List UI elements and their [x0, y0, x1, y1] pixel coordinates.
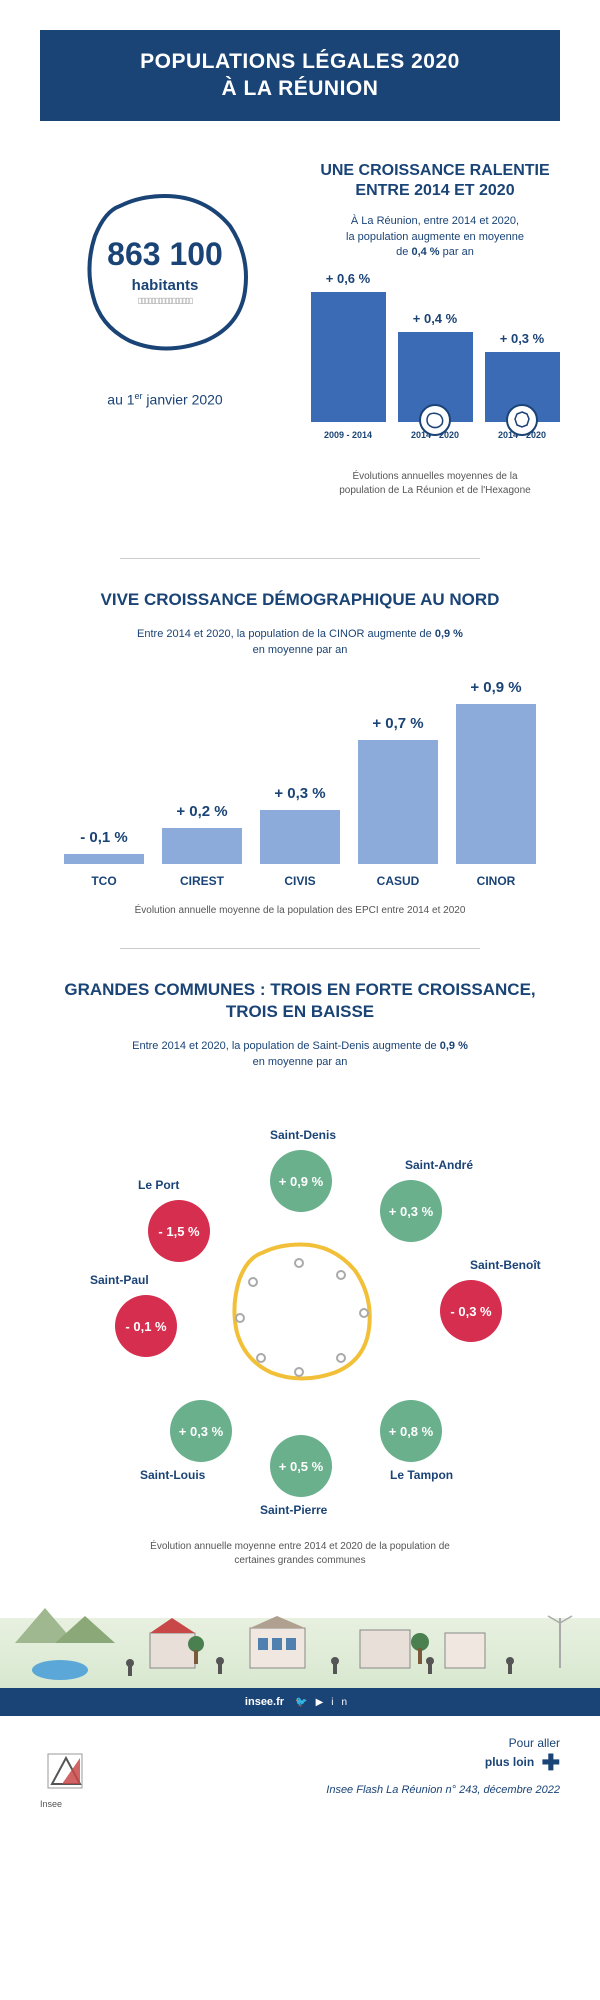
bar-value: + 0,4 % [413, 311, 457, 326]
bar-item: - 0,1 % TCO [64, 829, 144, 888]
bar-rect [358, 740, 438, 864]
commune-bubble: + 0,3 %Saint-André [380, 1180, 442, 1242]
bar-item: + 0,7 % CASUD [358, 715, 438, 888]
bar-item: + 0,3 % CIVIS [260, 785, 340, 888]
chart2-caption: Évolution annuelle moyenne de la populat… [0, 904, 600, 918]
bar-item: + 0,9 % CINOR [456, 679, 536, 888]
more-info-block: Pour aller plus loin ✚ Insee Flash La Ré… [326, 1736, 560, 1796]
insee-logo: Insee [40, 1746, 90, 1796]
reference-date: au 1er janvier 2020 [40, 391, 290, 408]
bar-rect [64, 854, 144, 864]
ring-dot-icon [359, 1308, 369, 1318]
communes-circle-diagram: + 0,9 %Saint-Denis + 0,3 %Saint-André - 0,… [60, 1100, 540, 1530]
commune-bubble: + 0,5 %Saint-Pierre [270, 1435, 332, 1497]
commune-name: Le Tampon [390, 1468, 453, 1482]
population-block: 863 100 habitants ▯▯▯▯▯▯▯▯▯▯▯▯▯▯▯▯ au 1e… [40, 161, 290, 499]
main-title-band: POPULATIONS LÉGALES 2020 À LA RÉUNION [40, 30, 560, 121]
infographic-container: POPULATIONS LÉGALES 2020 À LA RÉUNION 86… [0, 30, 600, 1826]
more-link[interactable]: Pour aller plus loin ✚ [326, 1736, 560, 1776]
linkedin-icon[interactable]: in [331, 1697, 355, 1708]
footer-illustration [0, 1588, 600, 1688]
bar-value: + 0,3 % [500, 331, 544, 346]
section1-intro: À La Réunion, entre 2014 et 2020, la pop… [310, 214, 560, 260]
section2-intro: Entre 2014 et 2020, la population de la … [60, 627, 540, 658]
bar-item: + 0,4 %2014 - 2020 [398, 311, 473, 440]
plus-icon: ✚ [542, 1750, 560, 1775]
bar-value: + 0,3 % [274, 785, 325, 802]
growth-bar-chart: + 0,6 %2009 - 2014+ 0,4 %2014 - 2020+ 0,… [310, 280, 560, 440]
bar-value: + 0,2 % [176, 803, 227, 820]
ring-dot-icon [294, 1367, 304, 1377]
twitter-icon[interactable]: 🐦 [295, 1697, 315, 1708]
youtube-icon[interactable]: ▶ [316, 1697, 332, 1708]
bar-value: + 0,6 % [326, 271, 370, 286]
bar-item: + 0,2 % CIREST [162, 803, 242, 888]
bar-item: + 0,6 % 2009 - 2014 [311, 271, 386, 440]
section2-title: VIVE CROISSANCE DÉMOGRAPHIQUE AU NORD [40, 589, 560, 611]
bar-value: - 0,1 % [80, 829, 128, 846]
bar-label: CASUD [377, 874, 420, 888]
bar-label: CIREST [180, 874, 224, 888]
final-footer: Insee Pour aller plus loin ✚ Insee Flash… [0, 1716, 600, 1826]
commune-name: Le Port [138, 1178, 179, 1192]
bar-value: + 0,7 % [372, 715, 423, 732]
growth-chart-block: UNE CROISSANCE RALENTIE ENTRE 2014 ET 20… [310, 161, 560, 499]
ring-dot-icon [336, 1270, 346, 1280]
title-line2: À LA RÉUNION [222, 77, 379, 100]
section3-title: GRANDES COMMUNES : TROIS EN FORTE CROISS… [40, 979, 560, 1023]
section3-intro: Entre 2014 et 2020, la population de Sai… [60, 1039, 540, 1070]
commune-name: Saint-Louis [140, 1468, 205, 1482]
footer-site-band: insee.fr 🐦▶in [0, 1688, 600, 1716]
commune-name: Saint-André [405, 1158, 473, 1172]
divider-1 [120, 558, 480, 559]
bar-rect [162, 828, 242, 864]
bar-item: + 0,3 %2014 - 2020 [485, 331, 560, 440]
logo-label: Insee [40, 1799, 90, 1809]
bar-label: TCO [91, 874, 116, 888]
bar-rect [456, 704, 536, 864]
site-url[interactable]: insee.fr [245, 1696, 284, 1708]
bar-value: + 0,9 % [470, 679, 521, 696]
section1-subtitle: UNE CROISSANCE RALENTIE ENTRE 2014 ET 20… [310, 161, 560, 203]
publication-line: Insee Flash La Réunion n° 243, décembre … [326, 1784, 560, 1796]
commune-bubble: + 0,8 %Le Tampon [380, 1400, 442, 1462]
commune-name: Saint-Pierre [260, 1503, 327, 1517]
commune-name: Saint-Paul [90, 1273, 149, 1287]
social-icons: 🐦▶in [295, 1697, 355, 1708]
france-shape-icon [506, 404, 538, 436]
reunion-shape-icon [419, 404, 451, 436]
population-label: habitants [65, 277, 265, 294]
epci-bar-chart: - 0,1 % TCO + 0,2 % CIREST + 0,3 % CIVIS + 0,7… [0, 688, 600, 888]
island-outline-graphic: 863 100 habitants ▯▯▯▯▯▯▯▯▯▯▯▯▯▯▯▯ [65, 181, 265, 361]
bar-label: 2009 - 2014 [324, 430, 372, 440]
bar-label: CIVIS [284, 874, 315, 888]
population-value: 863 100 [65, 236, 265, 273]
commune-bubble: + 0,3 %Saint-Louis [170, 1400, 232, 1462]
bar-rect [485, 352, 560, 422]
commune-bubble: - 0,1 %Saint-Paul [115, 1295, 177, 1357]
divider-2 [120, 948, 480, 949]
commune-name: Saint-Benoît [470, 1258, 541, 1272]
bar-rect [260, 810, 340, 864]
chart3-caption: Évolution annuelle moyenne entre 2014 et… [0, 1540, 600, 1568]
bar-rect [398, 332, 473, 422]
commune-bubble: - 1,5 %Le Port [148, 1200, 210, 1262]
bar-label: CINOR [477, 874, 516, 888]
commune-bubble: - 0,3 %Saint-Benoît [440, 1280, 502, 1342]
commune-name: Saint-Denis [270, 1128, 336, 1142]
chart1-caption: Évolutions annuelles moyennes de la popu… [310, 470, 560, 498]
bar-rect [311, 292, 386, 422]
people-glyphs-icon: ▯▯▯▯▯▯▯▯▯▯▯▯▯▯▯▯ [65, 296, 265, 305]
title-line1: POPULATIONS LÉGALES 2020 [140, 50, 460, 73]
commune-bubble: + 0,9 %Saint-Denis [270, 1150, 332, 1212]
section-growth-slowed: 863 100 habitants ▯▯▯▯▯▯▯▯▯▯▯▯▯▯▯▯ au 1e… [0, 161, 600, 529]
